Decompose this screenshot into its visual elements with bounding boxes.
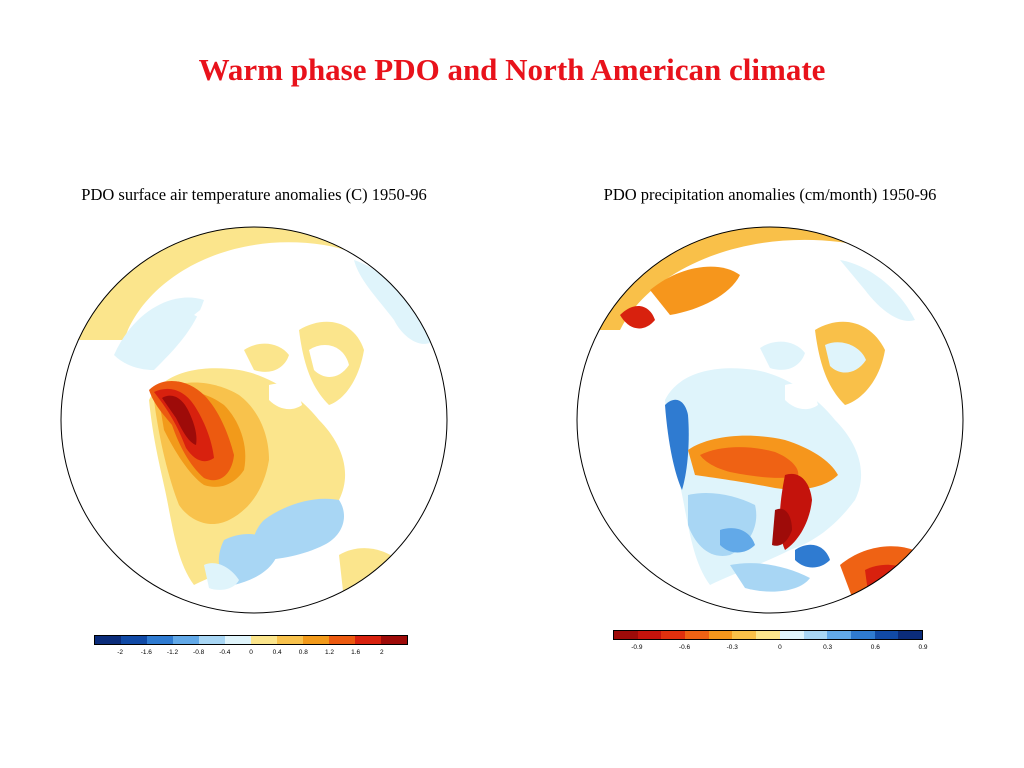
temperature-colorbar-tick-label: 0.8 <box>298 649 308 656</box>
temperature-colorbar-tick-label: -1.6 <box>140 649 152 656</box>
temperature-colorbar-swatch <box>121 636 147 644</box>
precipitation-colorbar-tick-label: 0.9 <box>918 644 928 651</box>
precipitation-panel: PDO precipitation anomalies (cm/month) 1… <box>540 180 1000 660</box>
temperature-colorbar-tick-label: -1.2 <box>166 649 179 656</box>
temperature-colorbar-swatch <box>95 636 121 644</box>
temperature-colorbar-swatch <box>225 636 251 644</box>
temperature-colorbar-tick-label: 0.4 <box>272 649 282 656</box>
temperature-colorbar-tick-label: -0.8 <box>193 649 205 656</box>
temperature-colorbar-swatch <box>381 636 407 644</box>
precipitation-colorbar: -0.9 -0.6 -0.3 0 0.3 0.6 0.9 <box>613 630 928 651</box>
precipitation-colorbar-swatch <box>898 631 922 639</box>
temperature-colorbar-tick-label: 0 <box>249 649 253 656</box>
temperature-colorbar-swatches <box>94 635 408 645</box>
precipitation-map-title: PDO precipitation anomalies (cm/month) 1… <box>603 185 937 204</box>
temperature-colorbar-swatch <box>251 636 277 644</box>
precipitation-colorbar-swatch <box>708 631 733 639</box>
temperature-colorbar-tick-label: -0.4 <box>219 649 231 656</box>
precipitation-colorbar-swatch <box>661 631 686 639</box>
temperature-colorbar-swatch <box>303 636 329 644</box>
precipitation-colorbar-swatch <box>874 631 899 639</box>
precipitation-colorbar-swatch <box>685 631 709 639</box>
temperature-globe-map <box>60 226 448 614</box>
precipitation-colorbar-tick-label: 0.6 <box>870 644 880 651</box>
temperature-colorbar-tick-label: 1.6 <box>351 649 361 656</box>
precipitation-colorbar-swatch <box>827 631 851 639</box>
temperature-colorbar-swatch <box>147 636 173 644</box>
temperature-colorbar-swatch <box>173 636 199 644</box>
precipitation-colorbar-swatch <box>779 631 804 639</box>
temperature-map-title: PDO surface air temperature anomalies (C… <box>81 185 427 204</box>
temperature-colorbar-swatch <box>277 636 303 644</box>
precipitation-colorbar-swatch <box>803 631 828 639</box>
precipitation-colorbar-swatch <box>756 631 780 639</box>
precipitation-colorbar-tick-label: -0.3 <box>726 644 738 651</box>
temperature-colorbar-swatch <box>329 636 355 644</box>
precipitation-colorbar-swatch <box>614 631 638 639</box>
temperature-colorbar: -2 -1.6 -1.2 -0.8 -0.4 0 0.4 0.8 1.2 1.6 2 <box>94 635 408 656</box>
precipitation-colorbar-labels: -0.9 -0.6 -0.3 0 0.3 0.6 0.9 <box>613 644 927 654</box>
precipitation-colorbar-tick-label: -0.9 <box>631 644 643 651</box>
precipitation-colorbar-swatch <box>637 631 662 639</box>
temperature-colorbar-tick-label: 1.2 <box>324 649 335 656</box>
temperature-colorbar-swatch <box>355 636 381 644</box>
temperature-colorbar-labels: -2 -1.6 -1.2 -0.8 -0.4 0 0.4 0.8 1.2 1.6 2 <box>94 649 408 659</box>
precipitation-colorbar-tick-label: -0.6 <box>678 644 691 651</box>
precipitation-globe-map <box>576 226 964 614</box>
precipitation-colorbar-swatch <box>732 631 757 639</box>
temperature-panel: PDO surface air temperature anomalies (C… <box>24 180 484 660</box>
precipitation-colorbar-tick-label: 0 <box>778 644 782 651</box>
temperature-colorbar-tick-label: -2 <box>117 649 124 656</box>
temperature-colorbar-swatch <box>199 636 225 644</box>
precipitation-colorbar-tick-label: 0.3 <box>823 644 833 651</box>
precipitation-colorbar-swatch <box>850 631 875 639</box>
temperature-colorbar-tick-label: 2 <box>380 649 384 656</box>
page-title: Warm phase PDO and North American climat… <box>198 52 826 87</box>
precipitation-colorbar-swatches <box>613 630 923 640</box>
